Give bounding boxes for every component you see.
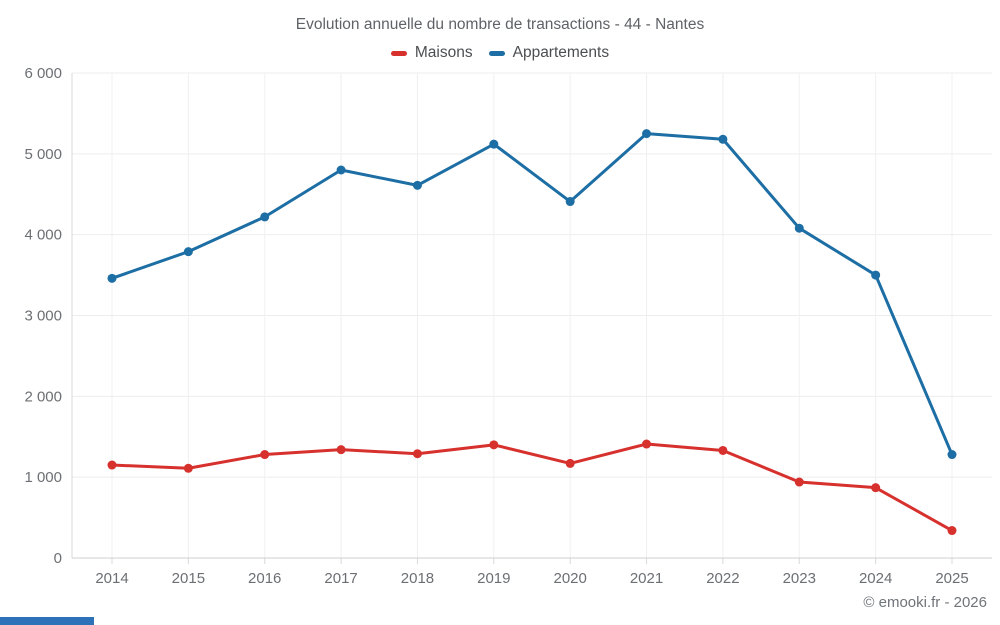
data-point-appartements[interactable]: [794, 223, 804, 233]
data-point-appartements[interactable]: [871, 270, 881, 280]
chart-legend: Maisons Appartements: [0, 44, 1000, 62]
x-axis-label: 2022: [706, 570, 739, 587]
series-line-maisons: [110, 442, 954, 533]
x-axis-label: 2014: [95, 570, 128, 587]
y-axis-label: 3 000: [24, 308, 62, 325]
data-point-maisons[interactable]: [336, 445, 346, 455]
y-axis-label: 1 000: [24, 469, 62, 486]
legend-item-maisons[interactable]: Maisons: [390, 44, 473, 62]
x-axis-label: 2021: [630, 570, 663, 587]
data-point-maisons[interactable]: [107, 460, 117, 470]
data-point-maisons[interactable]: [565, 458, 575, 468]
legend-label-maisons: Maisons: [414, 44, 473, 61]
data-point-maisons[interactable]: [489, 440, 499, 450]
appartements-legend-swatch-icon: [488, 50, 505, 56]
series-line-appartements: [110, 132, 954, 457]
x-axis-label: 2023: [783, 570, 816, 587]
data-point-maisons[interactable]: [412, 449, 422, 459]
data-point-appartements[interactable]: [412, 180, 422, 190]
data-point-maisons[interactable]: [642, 439, 652, 449]
x-axis-label: 2015: [172, 570, 205, 587]
data-point-maisons[interactable]: [183, 463, 193, 473]
chart-title: Evolution annuelle du nombre de transact…: [295, 16, 705, 33]
y-axis-label: 2 000: [24, 388, 62, 405]
x-axis-label: 2020: [553, 570, 586, 587]
data-point-appartements[interactable]: [565, 197, 575, 207]
y-axis-label: 5 000: [24, 146, 62, 163]
data-point-appartements[interactable]: [642, 129, 652, 139]
y-axis-label: 0: [54, 550, 62, 567]
data-point-maisons[interactable]: [871, 483, 881, 493]
y-axis-label: 4 000: [24, 227, 62, 244]
x-axis-label: 2024: [859, 570, 892, 587]
x-axis-label: 2017: [324, 570, 357, 587]
x-axis-label: 2025: [935, 570, 968, 587]
data-point-appartements[interactable]: [336, 165, 346, 175]
data-point-appartements[interactable]: [947, 450, 957, 460]
data-point-appartements[interactable]: [183, 247, 193, 257]
data-point-maisons[interactable]: [947, 526, 957, 536]
data-point-appartements[interactable]: [718, 134, 728, 144]
data-point-appartements[interactable]: [260, 212, 270, 222]
x-axis-label: 2019: [477, 570, 510, 587]
data-point-maisons[interactable]: [794, 477, 804, 487]
x-axis-label: 2016: [248, 570, 281, 587]
data-point-appartements[interactable]: [489, 139, 499, 149]
data-point-appartements[interactable]: [107, 273, 117, 283]
maisons-legend-swatch-icon: [390, 50, 407, 56]
y-axis-label: 6 000: [24, 65, 62, 82]
data-point-maisons[interactable]: [260, 450, 270, 460]
copyright-watermark: © emooki.fr - 2026: [863, 594, 987, 611]
bottom-left-blue-bar: [0, 617, 94, 625]
x-axis-label: 2018: [401, 570, 434, 587]
data-point-maisons[interactable]: [718, 445, 728, 455]
legend-item-appartements[interactable]: Appartements: [488, 44, 610, 62]
legend-label-appartements: Appartements: [512, 44, 610, 61]
